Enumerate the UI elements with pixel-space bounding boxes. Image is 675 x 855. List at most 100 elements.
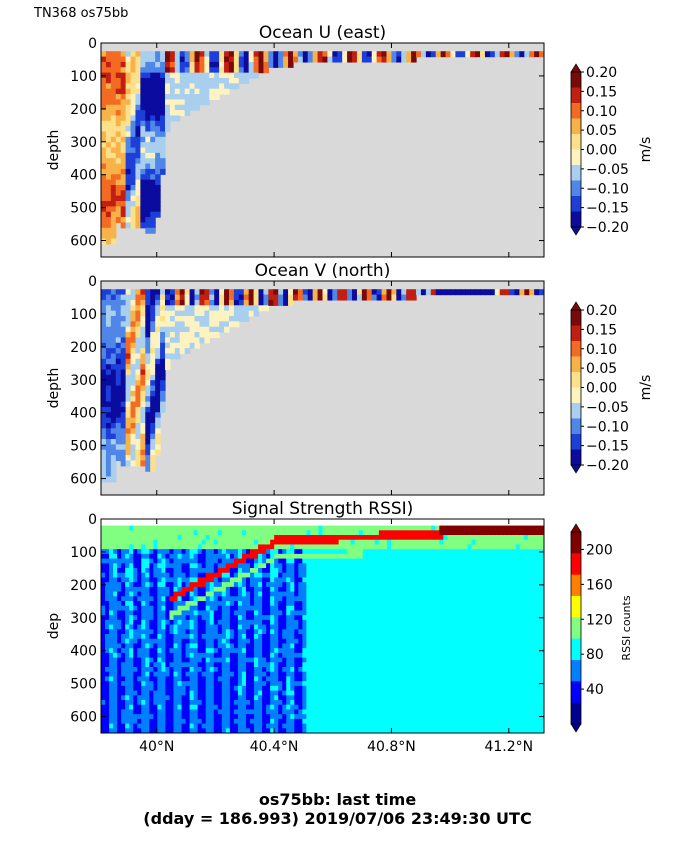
- heatmap-cell: [290, 586, 295, 593]
- heatmap-cell: [258, 690, 263, 696]
- heatmap-cell: [209, 709, 215, 715]
- heatmap-cell: [386, 728, 392, 733]
- heatmap-cell: [137, 718, 142, 725]
- heatmap-cell: [241, 685, 247, 692]
- heatmap-cell: [189, 643, 195, 649]
- heatmap-cell: [105, 422, 112, 429]
- heatmap-cell: [237, 643, 243, 649]
- heatmap-cell: [314, 577, 320, 583]
- heatmap-cell: [150, 83, 156, 90]
- heatmap-cell: [224, 72, 230, 79]
- y-tick-label: 400: [70, 406, 97, 422]
- heatmap-cell: [194, 294, 201, 301]
- heatmap-cell: [338, 700, 344, 706]
- heatmap-cell: [141, 553, 146, 560]
- heatmap-cell: [140, 158, 146, 165]
- heatmap-cell: [266, 714, 271, 720]
- heatmap-cell: [113, 553, 118, 560]
- heatmap-cell: [314, 643, 320, 649]
- heatmap-cell: [318, 535, 324, 541]
- heatmap-cell: [407, 648, 412, 654]
- heatmap-cell: [318, 563, 324, 569]
- heatmap-cell: [326, 596, 332, 602]
- heatmap-cell: [435, 289, 442, 296]
- heatmap-cell: [181, 539, 187, 546]
- heatmap-cell: [282, 530, 287, 536]
- heatmap-cell: [258, 51, 265, 58]
- heatmap-cell: [145, 449, 151, 456]
- heatmap-cell: [197, 605, 203, 612]
- heatmap-cell: [125, 158, 132, 165]
- heatmap-cell: [386, 667, 392, 673]
- heatmap-cell: [145, 120, 151, 127]
- heatmap-cell: [225, 530, 231, 536]
- heatmap-cell: [101, 179, 107, 186]
- heatmap-cell: [189, 549, 195, 555]
- heatmap-cell: [157, 690, 163, 696]
- heatmap-cell: [140, 51, 146, 58]
- heatmap-cell: [125, 305, 132, 312]
- heatmap-cell: [370, 544, 376, 550]
- heatmap-cell: [407, 568, 412, 574]
- heatmap-cell: [133, 572, 138, 579]
- heatmap-cell: [282, 667, 287, 673]
- heatmap-cell: [197, 539, 203, 546]
- heatmap-cell: [489, 51, 496, 58]
- heatmap-cell: [243, 56, 250, 63]
- heatmap-cell: [278, 676, 283, 682]
- heatmap-cell: [229, 619, 235, 626]
- heatmap-cell: [197, 558, 203, 564]
- heatmap-cell: [250, 601, 255, 607]
- heatmap-cell: [270, 634, 275, 640]
- heatmap-cell: [109, 657, 114, 663]
- colorbar-segment: [571, 180, 581, 197]
- heatmap-cell: [161, 582, 167, 588]
- heatmap-cell: [386, 577, 392, 583]
- heatmap-cell: [262, 685, 267, 692]
- heatmap-cell: [270, 610, 275, 616]
- heatmap-cell: [199, 321, 205, 328]
- heatmap-cell: [101, 104, 107, 111]
- heatmap-cell: [346, 544, 352, 550]
- heatmap-cell: [286, 553, 291, 560]
- heatmap-cell: [101, 704, 106, 711]
- heatmap-cell: [177, 685, 183, 692]
- heatmap-cell: [150, 315, 156, 322]
- heatmap-cell: [374, 619, 380, 626]
- heatmap-cell: [411, 553, 416, 560]
- heatmap-cell: [378, 652, 384, 659]
- heatmap-cell: [298, 690, 303, 696]
- colorbar-segment: [571, 134, 581, 150]
- heatmap-cell: [157, 563, 163, 569]
- heatmap-cell: [266, 704, 271, 711]
- heatmap-cell: [117, 601, 122, 607]
- heatmap-cell: [356, 294, 363, 301]
- heatmap-cell: [286, 577, 291, 583]
- heatmap-cell: [390, 662, 396, 668]
- heatmap-cell: [278, 294, 284, 301]
- heatmap-cell: [278, 681, 283, 687]
- heatmap-cell: [145, 412, 151, 419]
- heatmap-cell: [129, 718, 134, 725]
- heatmap-cell: [153, 728, 158, 733]
- heatmap-cell: [189, 530, 195, 536]
- heatmap-cell: [358, 704, 364, 711]
- heatmap-cell: [245, 652, 251, 659]
- heatmap-cell: [225, 704, 231, 711]
- heatmap-cell: [177, 615, 183, 621]
- heatmap-cell: [115, 428, 122, 435]
- heatmap-cell: [101, 558, 106, 564]
- heatmap-cell: [105, 401, 112, 408]
- heatmap-cell: [411, 629, 416, 635]
- heatmap-cell: [193, 553, 199, 560]
- heatmap-cell: [278, 563, 283, 569]
- heatmap-cell: [342, 596, 348, 602]
- heatmap-cell: [358, 714, 364, 720]
- heatmap-cell: [125, 586, 130, 593]
- heatmap-cell: [125, 353, 132, 360]
- heatmap-cell: [338, 624, 344, 630]
- heatmap-cell: [225, 643, 231, 649]
- heatmap-cell: [415, 553, 420, 560]
- heatmap-cell: [129, 662, 134, 668]
- heatmap-cell: [294, 586, 299, 593]
